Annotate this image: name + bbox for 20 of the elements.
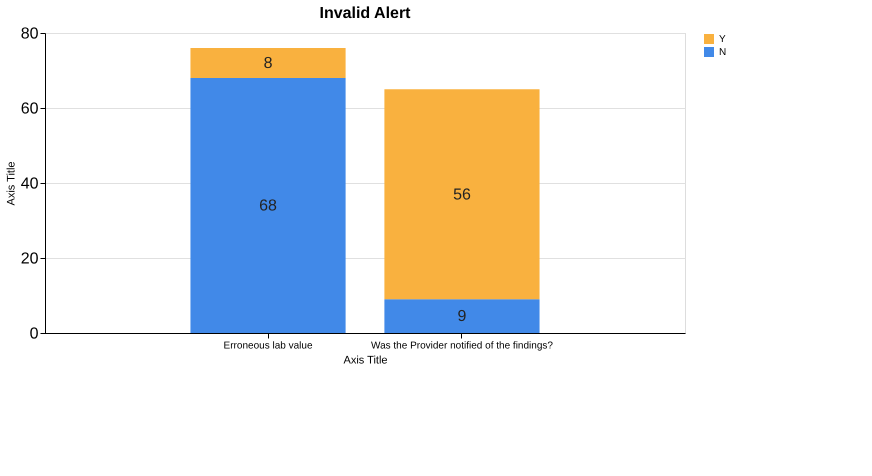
data-label: 8 [264,55,273,72]
y-axis-title: Axis Title [6,161,18,206]
data-label: 9 [458,308,467,326]
chart-title: Invalid Alert [320,5,412,22]
bar [190,48,346,78]
bar [190,78,346,333]
bar [384,89,540,300]
bar [384,299,540,333]
y-tick-label: 80 [20,26,39,42]
y-tick-label: 20 [20,250,39,268]
data-label: 56 [453,186,471,204]
y-tick-label: 0 [30,326,39,342]
y-tick-label: 60 [20,100,39,118]
y-tick-label: 40 [20,176,39,192]
legend-label: Y [719,34,726,45]
x-axis-title: Axis Title [343,354,388,366]
x-tick-label: Erroneous lab value [224,340,313,352]
x-tick-label: Was the Provider notified of the findings? [370,340,554,352]
legend-label: N [719,47,726,58]
data-label: 68 [259,198,278,214]
